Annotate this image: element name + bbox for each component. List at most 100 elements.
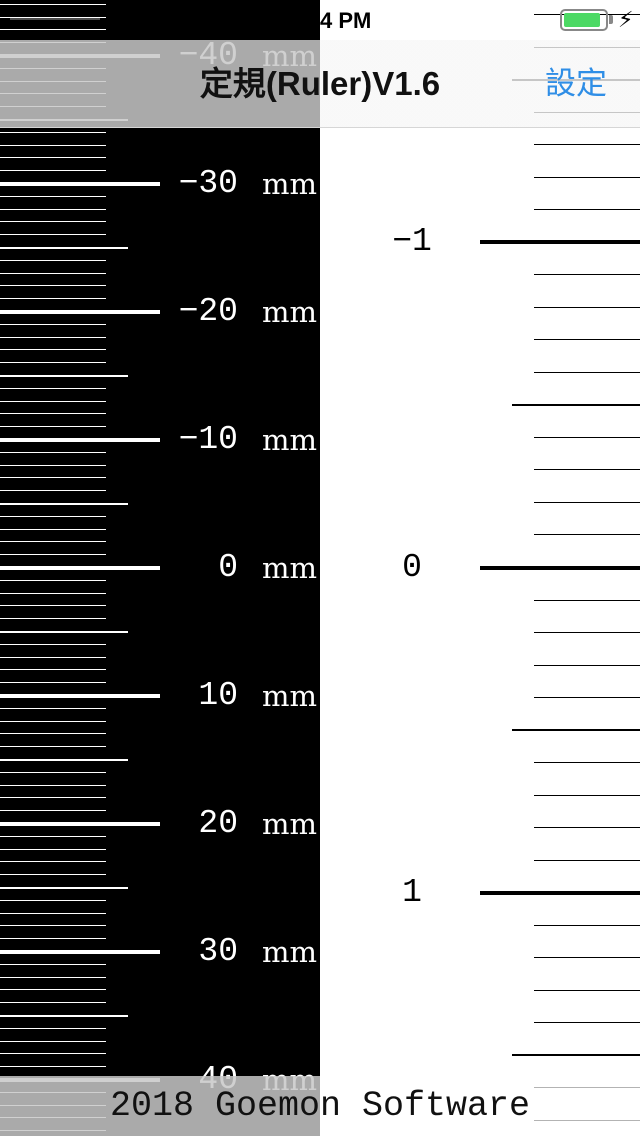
- mm-minor-tick: [0, 938, 106, 940]
- inch-major-tick: [480, 565, 640, 570]
- mm-major-tick: [0, 693, 160, 698]
- footer-copyright: 2018 Goemon Software: [109, 1086, 531, 1126]
- inch-major-tick: [480, 890, 640, 895]
- inch-tenth-tick: [534, 274, 640, 276]
- mm-tick-label: 20: [198, 804, 238, 842]
- mm-minor-tick: [0, 541, 106, 543]
- mm-minor-tick: [0, 336, 106, 338]
- battery-icon: [560, 9, 608, 31]
- mm-minor-tick: [0, 387, 106, 389]
- inch-tick-label: 1: [402, 873, 422, 911]
- mm-minor-tick: [0, 707, 106, 709]
- mm-mid-tick: [0, 502, 128, 505]
- mm-minor-tick: [0, 912, 106, 914]
- mm-unit-label: mm: [262, 550, 317, 585]
- mm-minor-tick: [0, 298, 106, 300]
- mm-minor-tick: [0, 323, 106, 325]
- mm-major-tick: [0, 565, 160, 570]
- mm-minor-tick: [0, 669, 106, 671]
- mm-major-tick: [0, 949, 160, 954]
- mm-minor-tick: [0, 413, 106, 415]
- inch-tenth-tick: [534, 599, 640, 601]
- inch-tenth-tick: [534, 989, 640, 991]
- mm-minor-tick: [0, 144, 106, 146]
- inch-tenth-tick: [534, 859, 640, 861]
- mm-mid-tick: [0, 246, 128, 249]
- mm-minor-tick: [0, 643, 106, 645]
- mm-minor-tick: [0, 733, 106, 735]
- mm-minor-tick: [0, 362, 106, 364]
- mm-minor-tick: [0, 797, 106, 799]
- inch-tenth-tick: [534, 1022, 640, 1024]
- inch-tenth-tick: [534, 957, 640, 959]
- settings-button[interactable]: 設定: [545, 66, 607, 102]
- mm-minor-tick: [0, 925, 106, 927]
- mm-major-tick: [0, 309, 160, 314]
- inch-tenth-tick: [534, 209, 640, 211]
- mm-minor-tick: [0, 1053, 106, 1055]
- mm-tick-label: 0: [218, 548, 238, 586]
- inch-tenth-tick: [534, 794, 640, 796]
- mm-minor-tick: [0, 771, 106, 773]
- mm-minor-tick: [0, 490, 106, 492]
- mm-minor-tick: [0, 848, 106, 850]
- status-time: 4 PM: [320, 8, 372, 33]
- mm-minor-tick: [0, 400, 106, 402]
- mm-minor-tick: [0, 1066, 106, 1068]
- mm-minor-tick: [0, 16, 106, 18]
- mm-minor-tick: [0, 835, 106, 837]
- battery-level: [564, 13, 600, 27]
- mm-mid-tick: [0, 1014, 128, 1017]
- inch-tenth-tick: [534, 176, 640, 178]
- mm-minor-tick: [0, 976, 106, 978]
- mm-minor-tick: [0, 208, 106, 210]
- inch-tenth-tick: [534, 697, 640, 699]
- mm-minor-tick: [0, 477, 106, 479]
- status-bar: 4 PM ⚡︎: [0, 0, 640, 40]
- mm-minor-tick: [0, 682, 106, 684]
- mm-unit-label: mm: [262, 934, 317, 969]
- mm-unit-label: mm: [262, 166, 317, 201]
- inch-tenth-tick: [534, 306, 640, 308]
- inch-tenth-tick: [534, 371, 640, 373]
- mm-tick-label: −30: [178, 164, 238, 202]
- inch-tenth-tick: [534, 469, 640, 471]
- mm-minor-tick: [0, 272, 106, 274]
- mm-minor-tick: [0, 528, 106, 530]
- carrier-indicator: [10, 4, 100, 20]
- inch-half-tick: [512, 729, 640, 732]
- mm-mid-tick: [0, 886, 128, 889]
- inch-tick-label: −1: [392, 223, 432, 261]
- mm-tick-label: −20: [178, 292, 238, 330]
- mm-minor-tick: [0, 234, 106, 236]
- mm-major-tick: [0, 181, 160, 186]
- lightning-bolt-icon: ⚡︎: [618, 7, 634, 32]
- mm-minor-tick: [0, 874, 106, 876]
- mm-minor-tick: [0, 618, 106, 620]
- inch-tick-label: 0: [402, 548, 422, 586]
- footer: 2018 Goemon Software: [0, 1076, 640, 1136]
- inch-half-tick: [512, 1054, 640, 1057]
- mm-minor-tick: [0, 605, 106, 607]
- mm-minor-tick: [0, 3, 106, 5]
- mm-minor-tick: [0, 784, 106, 786]
- battery-cap: [609, 15, 613, 24]
- navigation-bar: 定規(Ruler)V1.6 設定: [0, 40, 640, 128]
- mm-minor-tick: [0, 1002, 106, 1004]
- mm-mid-tick: [0, 374, 128, 377]
- mm-tick-label: 10: [198, 676, 238, 714]
- mm-major-tick: [0, 437, 160, 442]
- mm-tick-label: −10: [178, 420, 238, 458]
- mm-minor-tick: [0, 464, 106, 466]
- inch-tenth-tick: [534, 501, 640, 503]
- mm-minor-tick: [0, 989, 106, 991]
- mm-minor-tick: [0, 170, 106, 172]
- mm-minor-tick: [0, 285, 106, 287]
- mm-mid-tick: [0, 630, 128, 633]
- inch-tenth-tick: [534, 632, 640, 634]
- mm-tick-label: 30: [198, 932, 238, 970]
- inch-tenth-tick: [534, 924, 640, 926]
- mm-minor-tick: [0, 426, 106, 428]
